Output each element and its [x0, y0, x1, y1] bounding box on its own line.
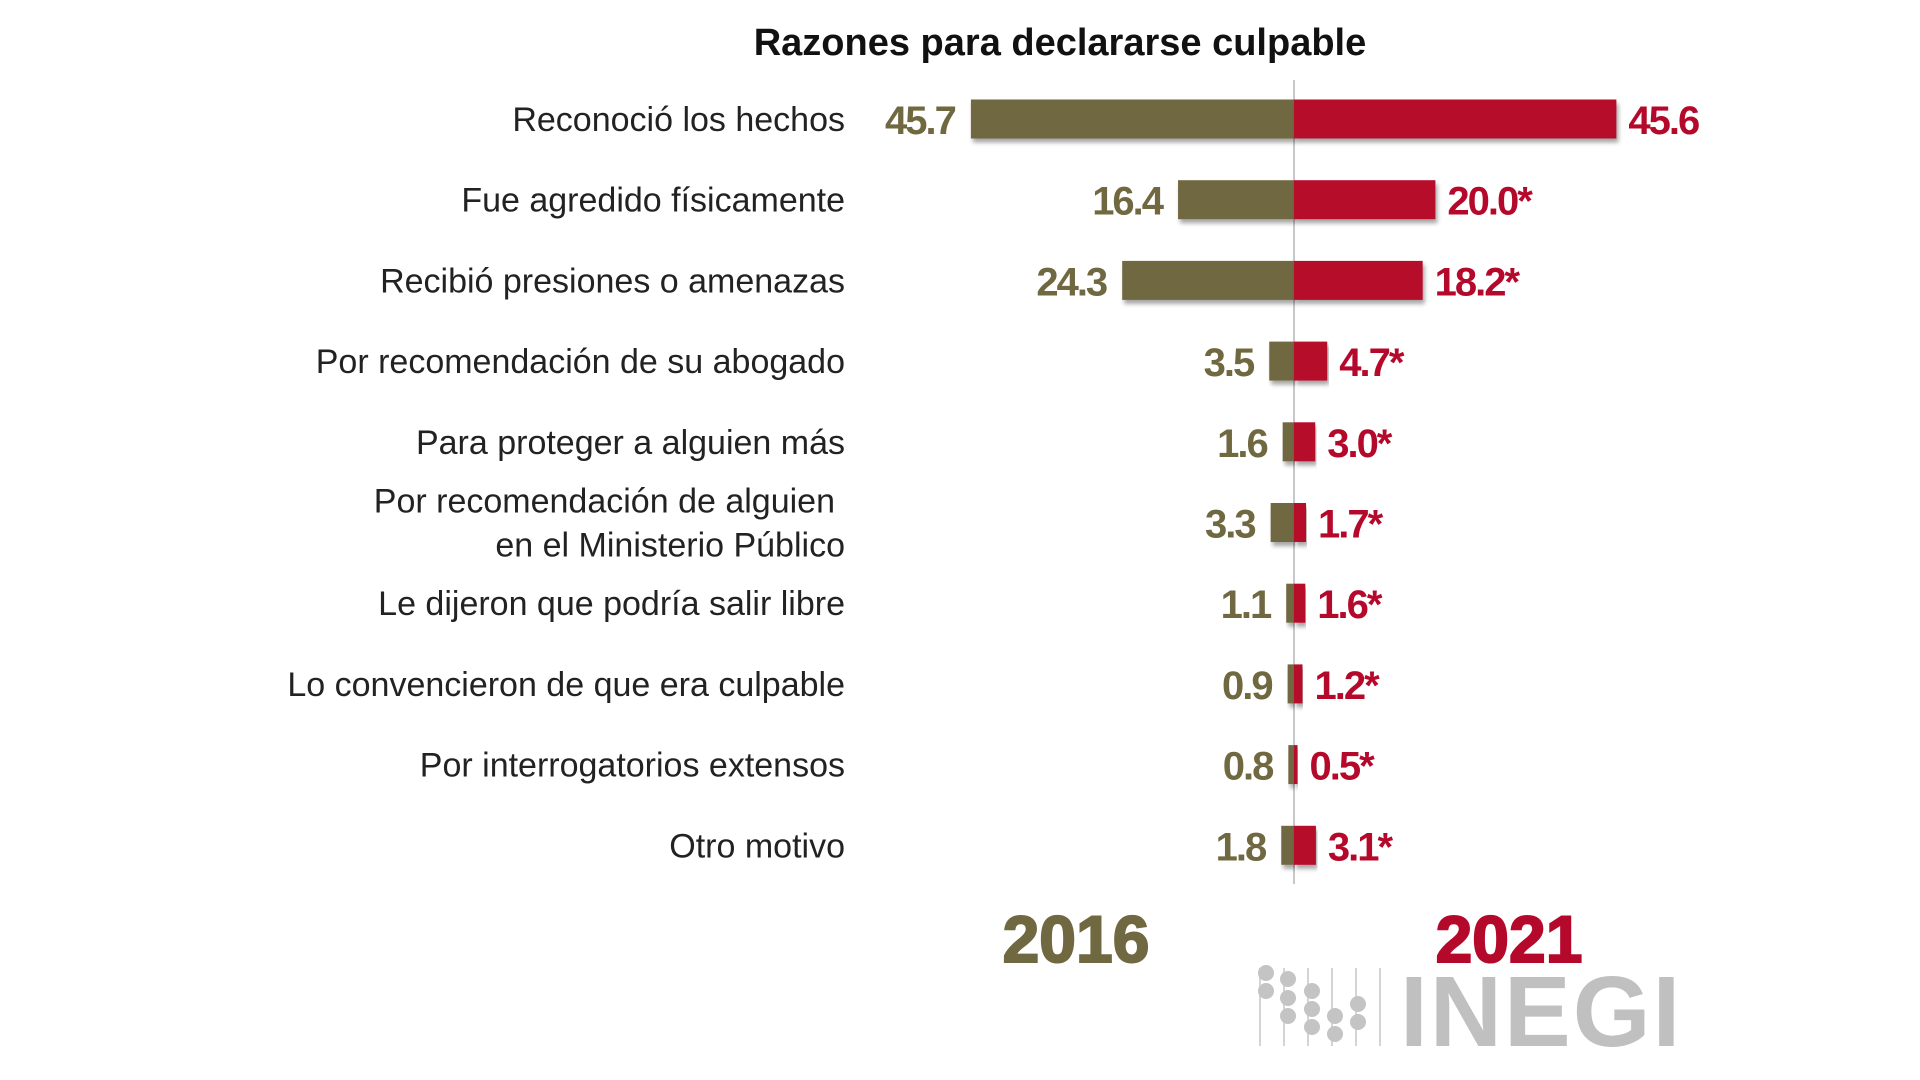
- category-label: Recibió presiones o amenazas: [380, 262, 845, 300]
- legend-year-2016: 2016: [1003, 902, 1150, 976]
- logo-dot: [1258, 965, 1274, 981]
- data-label-2016: 0.9: [1222, 664, 1272, 708]
- bar-2021: [1294, 825, 1316, 865]
- bar-2021: [1294, 180, 1436, 220]
- data-label-2021: 1.6*: [1317, 583, 1383, 627]
- logo-dot: [1280, 1008, 1296, 1024]
- bar-2016: [1282, 422, 1294, 462]
- bar-2016: [1178, 180, 1294, 220]
- data-label-2021: 3.0*: [1327, 422, 1393, 466]
- data-label-2016: 0.8: [1223, 745, 1274, 789]
- data-label-2016: 45.7: [885, 99, 956, 143]
- logo-dot: [1280, 971, 1296, 987]
- logo-dot: [1327, 1026, 1343, 1042]
- bar-2016: [1281, 825, 1294, 865]
- data-label-2021: 1.2*: [1314, 664, 1380, 708]
- bar-2021: [1294, 422, 1316, 462]
- bar-2016: [1288, 745, 1294, 785]
- bar-2021: [1294, 664, 1303, 704]
- category-label: Por recomendación de su abogado: [316, 343, 845, 381]
- data-label-2016: 3.3: [1205, 503, 1255, 547]
- bar-2021: [1294, 503, 1307, 542]
- bar-2016: [1122, 260, 1294, 300]
- bar-2021: [1294, 745, 1298, 785]
- category-label: Lo convencieron de que era culpable: [287, 666, 845, 704]
- bar-2021: [1294, 583, 1306, 623]
- category-label: Le dijeron que podría salir libre: [378, 585, 845, 623]
- logo-dot: [1350, 1014, 1366, 1030]
- data-label-2021: 20.0*: [1447, 180, 1533, 224]
- category-label: Fue agredido físicamente: [461, 182, 845, 220]
- logo-dot: [1304, 1019, 1320, 1035]
- data-label-2021: 1.7*: [1318, 503, 1384, 547]
- bar-2016: [1270, 503, 1294, 542]
- category-label: Por interrogatorios extensos: [420, 747, 845, 785]
- data-label-2016: 1.8: [1216, 825, 1267, 869]
- bar-2016: [1287, 664, 1294, 704]
- bar-2021: [1294, 260, 1423, 300]
- data-label-2016: 16.4: [1092, 180, 1165, 224]
- bar-2021: [1294, 341, 1328, 381]
- logo-dot: [1350, 996, 1366, 1012]
- logo-dot: [1280, 990, 1296, 1006]
- data-label-2021: 4.7*: [1339, 341, 1405, 385]
- category-label: Por recomendación de alguien en el Minist…: [374, 483, 845, 565]
- category-label: Para proteger a alguien más: [416, 424, 845, 462]
- inegi-logo: INEGI: [1400, 956, 1682, 1068]
- category-label: Reconoció los hechos: [512, 101, 845, 139]
- logo-dot: [1304, 1001, 1320, 1017]
- category-label: Otro motivo: [669, 827, 845, 865]
- data-label-2016: 24.3: [1036, 260, 1107, 304]
- logo-dot: [1304, 983, 1320, 999]
- data-label-2016: 1.6: [1217, 422, 1267, 466]
- data-label-2021: 45.6: [1628, 99, 1699, 143]
- bar-2016: [1269, 341, 1294, 381]
- data-label-2016: 1.1: [1221, 583, 1272, 627]
- data-label-2021: 18.2*: [1435, 260, 1521, 304]
- chart-title: Razones para declararse culpable: [753, 22, 1367, 64]
- bar-2021: [1294, 99, 1617, 139]
- data-label-2021: 3.1*: [1328, 825, 1394, 869]
- bar-2016: [1286, 583, 1294, 623]
- legend-year-2021: 2021: [1436, 902, 1583, 976]
- data-label-2021: 0.5*: [1310, 745, 1376, 789]
- data-label-2016: 3.5: [1204, 341, 1255, 385]
- logo-dot: [1258, 983, 1274, 999]
- logo-dot: [1327, 1008, 1343, 1024]
- bar-2016: [970, 99, 1294, 139]
